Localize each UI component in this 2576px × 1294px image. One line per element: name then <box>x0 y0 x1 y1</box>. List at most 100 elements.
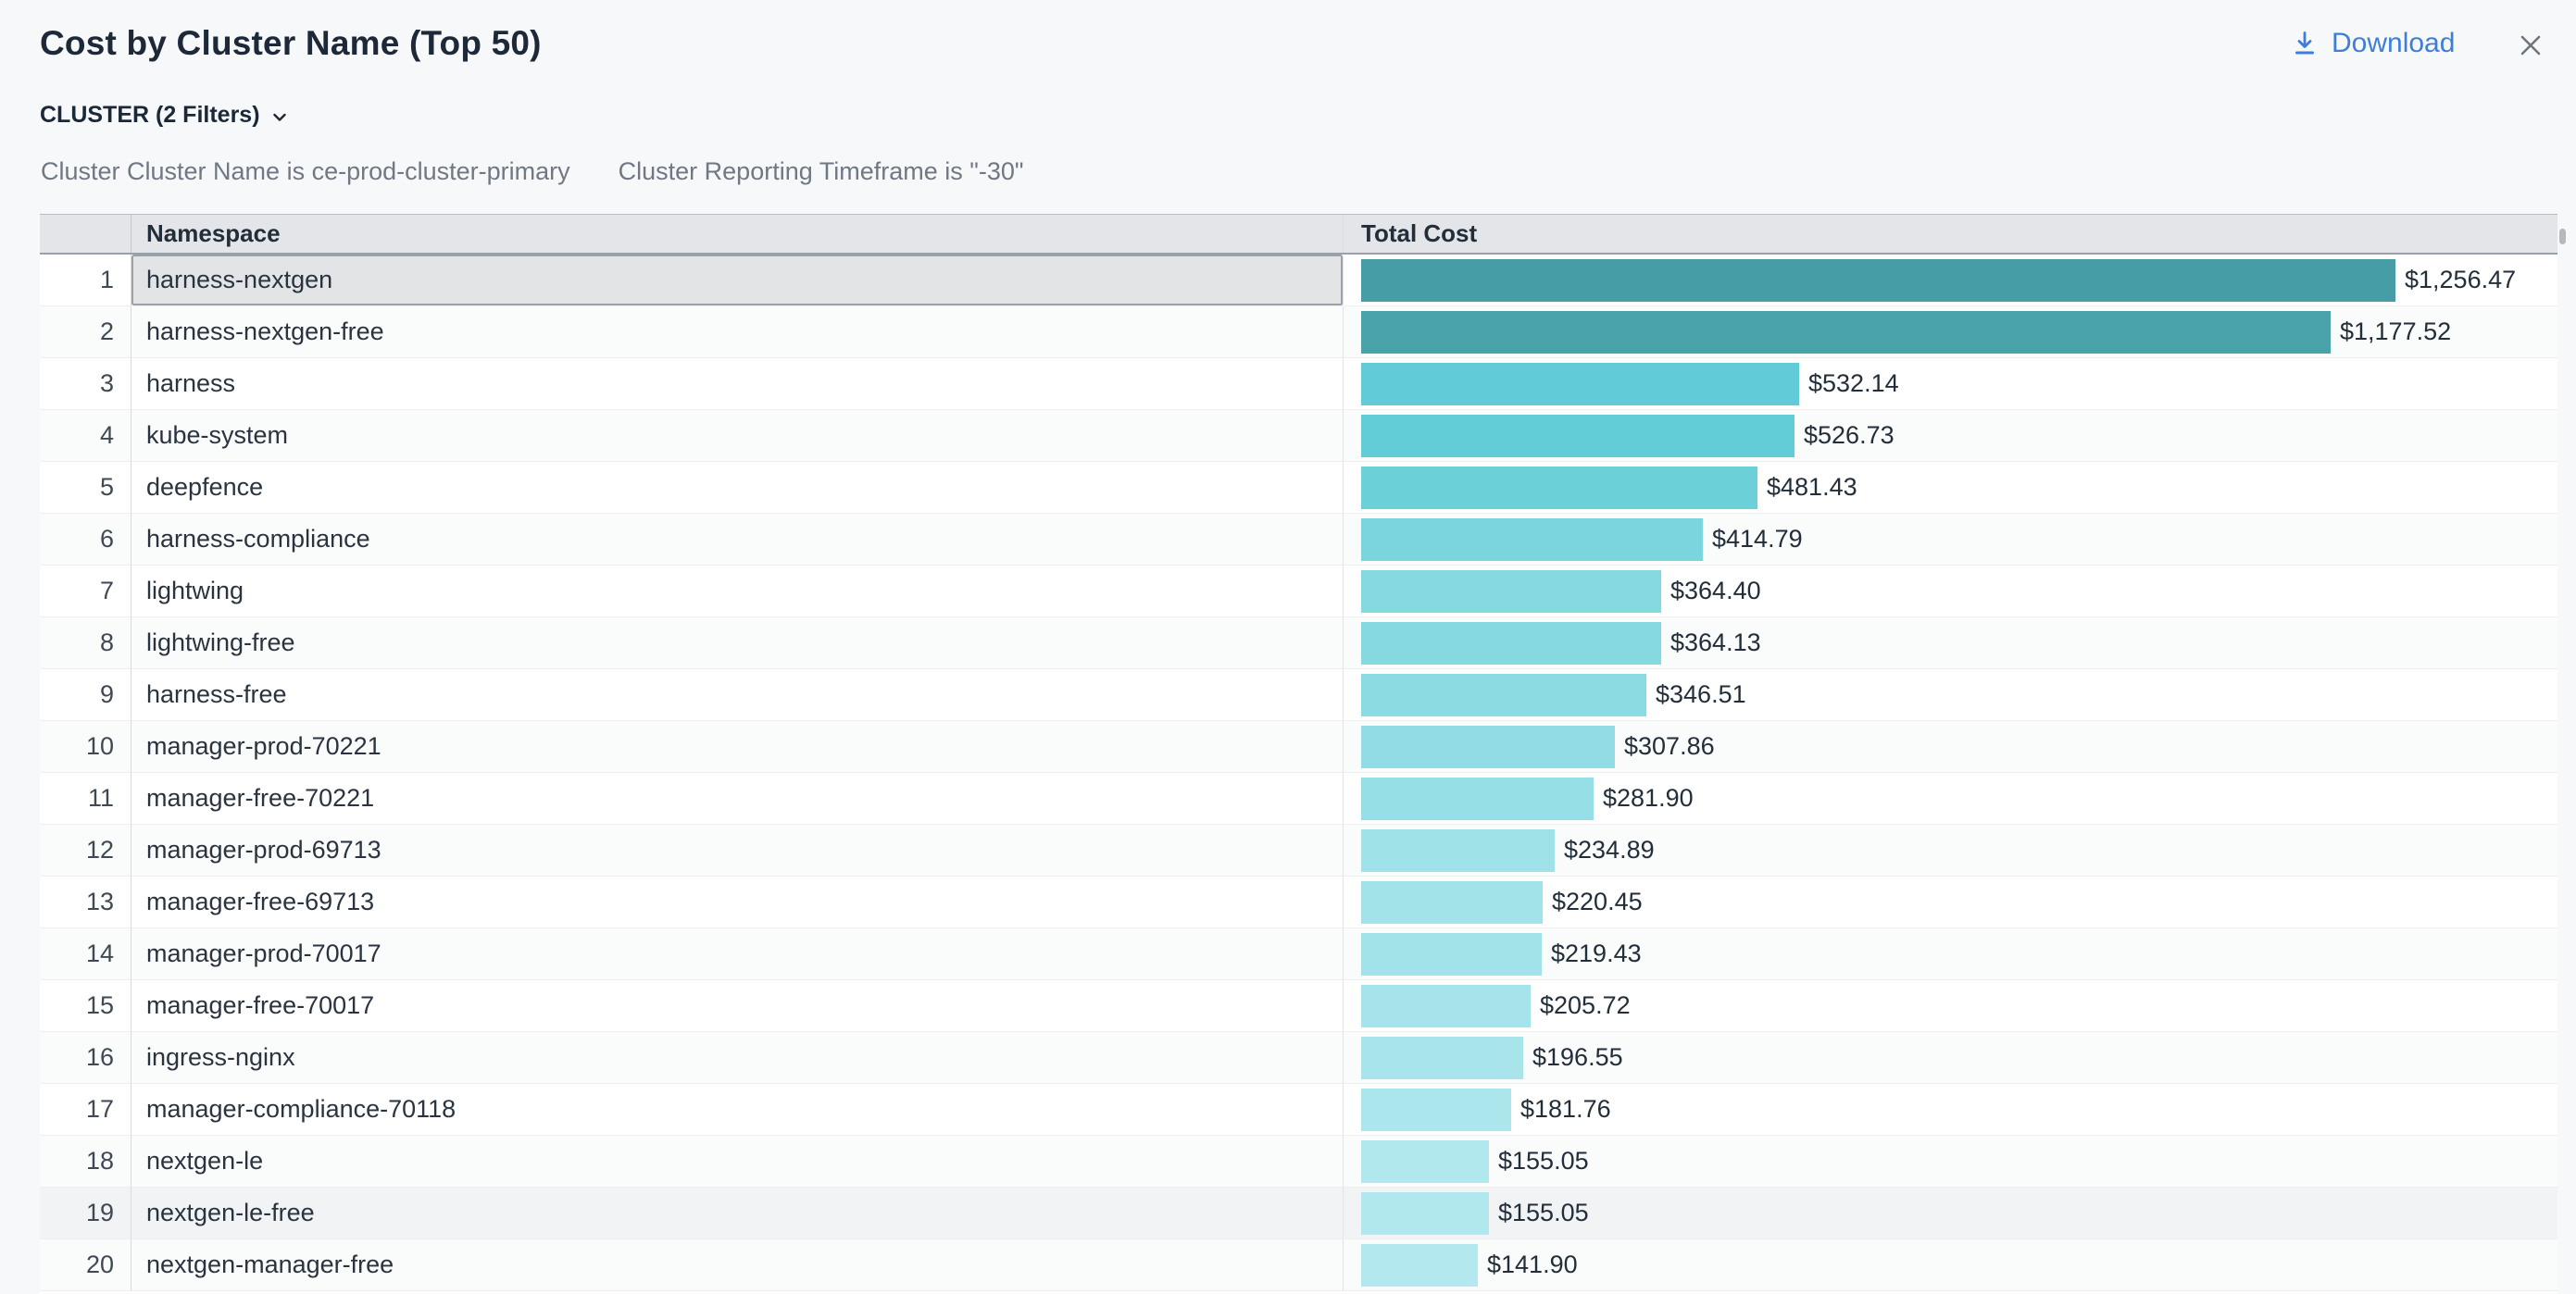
total-cost-cell[interactable]: $234.89 <box>1344 825 2557 877</box>
namespace-label: nextgen-le-free <box>146 1199 315 1226</box>
namespace-label: manager-free-70017 <box>146 991 375 1019</box>
row-number-cell: 17 <box>40 1084 131 1136</box>
download-label: Download <box>2332 28 2456 58</box>
total-cost-cell[interactable]: $481.43 <box>1344 462 2557 514</box>
table-row: 15 manager-free-70017 $205.72 <box>40 980 2557 1032</box>
total-cost-cell[interactable]: $364.40 <box>1344 566 2557 617</box>
table-row: 1 harness-nextgen $1,256.47 <box>40 255 2557 306</box>
total-cost-cell[interactable]: $219.43 <box>1344 928 2557 980</box>
cost-bar <box>1361 1139 1489 1183</box>
namespace-label: nextgen-manager-free <box>146 1250 394 1278</box>
namespace-cell[interactable]: manager-prod-70017 <box>131 928 1344 980</box>
namespace-cell[interactable]: manager-free-69713 <box>131 877 1344 928</box>
table-row: 20 nextgen-manager-free $141.90 <box>40 1239 2557 1291</box>
vertical-scrollbar-thumb[interactable] <box>2559 229 2566 244</box>
namespace-cell[interactable]: manager-free-70221 <box>131 773 1344 825</box>
namespace-cell[interactable]: nextgen-le <box>131 1136 1344 1188</box>
namespace-cell[interactable]: manager-compliance-70118 <box>131 1084 1344 1136</box>
total-cost-column-header[interactable]: Total Cost <box>1361 219 1478 247</box>
namespace-cell[interactable]: manager-prod-69713 <box>131 825 1344 877</box>
namespace-cell[interactable]: harness-nextgen <box>131 255 1344 306</box>
total-cost-cell[interactable]: $220.45 <box>1344 877 2557 928</box>
total-cost-cell[interactable]: $1,177.52 <box>1344 306 2557 358</box>
cost-value-label: $526.73 <box>1804 421 1894 449</box>
cost-value-label: $220.45 <box>1552 888 1643 915</box>
namespace-cell[interactable]: harness <box>131 358 1344 410</box>
cost-value-label: $346.51 <box>1656 680 1746 708</box>
row-number-cell: 19 <box>40 1188 131 1239</box>
cost-bar <box>1361 362 1799 405</box>
cost-bar <box>1361 1243 1478 1287</box>
cost-by-namespace-table: Namespace Total Cost 1 harness-nextgen $… <box>40 214 2557 1294</box>
namespace-column-header[interactable]: Namespace <box>131 215 1344 253</box>
namespace-label: manager-prod-70017 <box>146 939 381 967</box>
row-number-cell: 16 <box>40 1032 131 1084</box>
total-cost-cell[interactable]: $155.05 <box>1344 1136 2557 1188</box>
total-cost-cell[interactable]: $414.79 <box>1344 514 2557 566</box>
cost-value-label: $364.13 <box>1670 628 1761 656</box>
table-row: 16 ingress-nginx $196.55 <box>40 1032 2557 1084</box>
cost-bar <box>1361 569 1661 613</box>
cost-value-label: $219.43 <box>1551 939 1642 967</box>
namespace-cell[interactable]: nextgen-le-free <box>131 1188 1344 1239</box>
row-number-cell: 3 <box>40 358 131 410</box>
row-number-column-header <box>40 215 131 253</box>
total-cost-cell[interactable]: $281.90 <box>1344 773 2557 825</box>
cost-value-label: $1,256.47 <box>2405 266 2517 293</box>
namespace-cell[interactable]: ingress-nginx <box>131 1032 1344 1084</box>
namespace-cell[interactable]: harness-free <box>131 669 1344 721</box>
download-button[interactable]: Download <box>2290 28 2455 59</box>
table-row: 18 nextgen-le $155.05 <box>40 1136 2557 1188</box>
total-cost-cell[interactable]: $526.73 <box>1344 410 2557 462</box>
cost-bar <box>1361 258 2395 302</box>
chevron-down-icon <box>269 107 290 128</box>
row-number-cell: 20 <box>40 1239 131 1291</box>
namespace-cell[interactable]: deepfence <box>131 462 1344 514</box>
cluster-filters-toggle[interactable]: CLUSTER (2 Filters) <box>40 102 290 129</box>
total-cost-cell[interactable]: $364.13 <box>1344 617 2557 669</box>
cost-value-label: $1,177.52 <box>2340 317 2452 345</box>
cost-bar <box>1361 725 1615 768</box>
namespace-label: harness <box>146 369 236 397</box>
cost-bar <box>1361 1191 1489 1235</box>
row-number-cell: 11 <box>40 773 131 825</box>
table-header-row: Namespace Total Cost <box>40 214 2557 255</box>
namespace-cell[interactable]: harness-nextgen-free <box>131 306 1344 358</box>
total-cost-cell[interactable]: $196.55 <box>1344 1032 2557 1084</box>
total-cost-cell[interactable]: $141.90 <box>1344 1239 2557 1291</box>
row-number-cell: 1 <box>40 255 131 306</box>
total-cost-cell[interactable]: $155.05 <box>1344 1188 2557 1239</box>
cost-value-label: $155.05 <box>1498 1199 1589 1226</box>
namespace-label: deepfence <box>146 473 264 501</box>
namespace-cell[interactable]: harness-compliance <box>131 514 1344 566</box>
applied-filter-cluster-name: Cluster Cluster Name is ce-prod-cluster-… <box>41 157 570 185</box>
row-number-cell: 18 <box>40 1136 131 1188</box>
total-cost-cell[interactable]: $205.72 <box>1344 980 2557 1032</box>
total-cost-cell[interactable]: $346.51 <box>1344 669 2557 721</box>
namespace-label: lightwing <box>146 577 244 604</box>
table-row: 9 harness-free $346.51 <box>40 669 2557 721</box>
total-cost-cell[interactable]: $532.14 <box>1344 358 2557 410</box>
cost-value-label: $364.40 <box>1670 577 1761 604</box>
namespace-cell[interactable]: lightwing-free <box>131 617 1344 669</box>
row-number-cell: 2 <box>40 306 131 358</box>
namespace-cell[interactable]: nextgen-manager-free <box>131 1239 1344 1291</box>
cost-bar <box>1361 310 2331 354</box>
table-row: 5 deepfence $481.43 <box>40 462 2557 514</box>
namespace-cell[interactable]: kube-system <box>131 410 1344 462</box>
table-body: 1 harness-nextgen $1,256.47 2 harness-ne… <box>40 255 2557 1291</box>
total-cost-cell[interactable]: $307.86 <box>1344 721 2557 773</box>
cost-bar <box>1361 828 1555 872</box>
namespace-cell[interactable]: manager-prod-70221 <box>131 721 1344 773</box>
namespace-cell[interactable]: manager-free-70017 <box>131 980 1344 1032</box>
table-row: 12 manager-prod-69713 $234.89 <box>40 825 2557 877</box>
namespace-cell[interactable]: lightwing <box>131 566 1344 617</box>
table-row: 8 lightwing-free $364.13 <box>40 617 2557 669</box>
close-button[interactable] <box>2515 30 2546 61</box>
cost-value-label: $181.76 <box>1520 1095 1611 1123</box>
total-cost-cell[interactable]: $1,256.47 <box>1344 255 2557 306</box>
namespace-label: harness-nextgen-free <box>146 317 384 345</box>
row-number-cell: 6 <box>40 514 131 566</box>
row-number-cell: 12 <box>40 825 131 877</box>
total-cost-cell[interactable]: $181.76 <box>1344 1084 2557 1136</box>
